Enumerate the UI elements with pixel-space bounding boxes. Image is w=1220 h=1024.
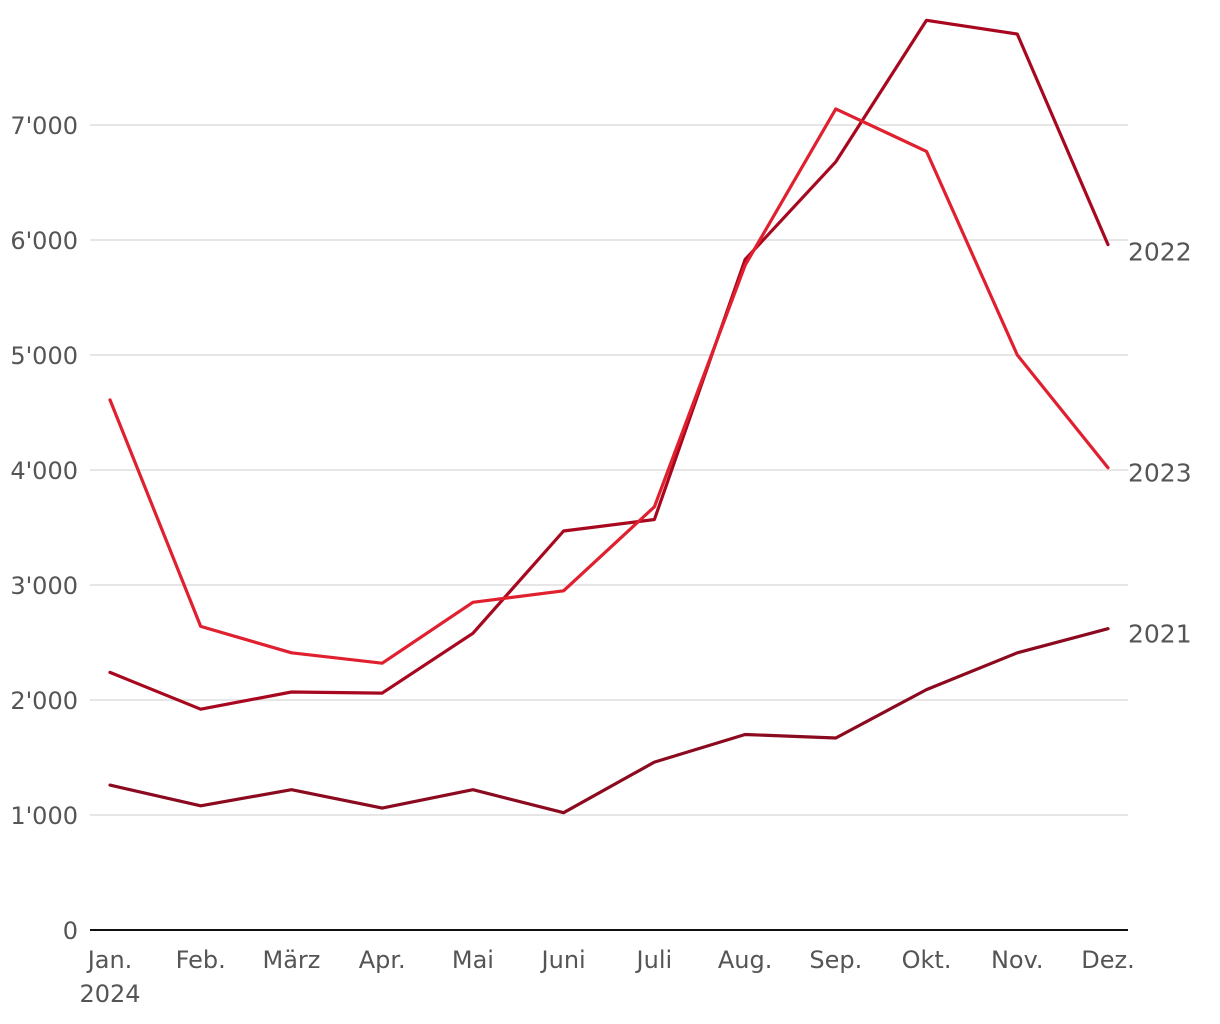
x-tick-label: Sep. xyxy=(809,946,862,974)
y-tick-label: 0 xyxy=(63,917,78,945)
x-axis-ticks: Jan. Feb. März Apr. Mai Juni Juli Aug. Sep. Okt. N… xyxy=(86,946,1135,974)
x-tick-label: Mai xyxy=(452,946,494,974)
x-tick-label: Aug. xyxy=(718,946,773,974)
y-tick-label: 6'000 xyxy=(10,227,78,255)
series-label-2023: 2023 xyxy=(1128,459,1192,488)
y-tick-label: 4'000 xyxy=(10,457,78,485)
series-line-2021 xyxy=(108,627,1110,815)
x-tick-label: Nov. xyxy=(991,946,1044,974)
x-tick-label: Juni xyxy=(540,946,586,974)
y-tick-label: 3'000 xyxy=(10,572,78,600)
gridlines xyxy=(90,124,1128,816)
x-tick-label: Okt. xyxy=(902,946,952,974)
x-tick-label: März xyxy=(263,946,321,974)
x-axis-year-label: 2024 xyxy=(79,980,140,1008)
series-line-2022 xyxy=(108,18,1110,711)
y-tick-label: 7'000 xyxy=(10,112,78,140)
series-label-2022: 2022 xyxy=(1128,238,1192,267)
y-tick-label: 2'000 xyxy=(10,687,78,715)
x-tick-label: Feb. xyxy=(176,946,226,974)
series-label-2021: 2021 xyxy=(1128,620,1192,649)
series-line-2023 xyxy=(108,107,1110,665)
series-lines xyxy=(108,18,1110,815)
y-axis-ticks: 0 1'000 2'000 3'000 4'000 5'000 6'000 7'000 xyxy=(10,112,78,945)
x-tick-label: Apr. xyxy=(359,946,406,974)
x-tick-label: Juli xyxy=(635,946,673,974)
y-tick-label: 5'000 xyxy=(10,342,78,370)
x-tick-label: Dez. xyxy=(1081,946,1134,974)
y-tick-label: 1'000 xyxy=(10,802,78,830)
series-labels: 2021 2022 2023 xyxy=(1128,238,1192,649)
x-tick-label: Jan. xyxy=(86,946,133,974)
